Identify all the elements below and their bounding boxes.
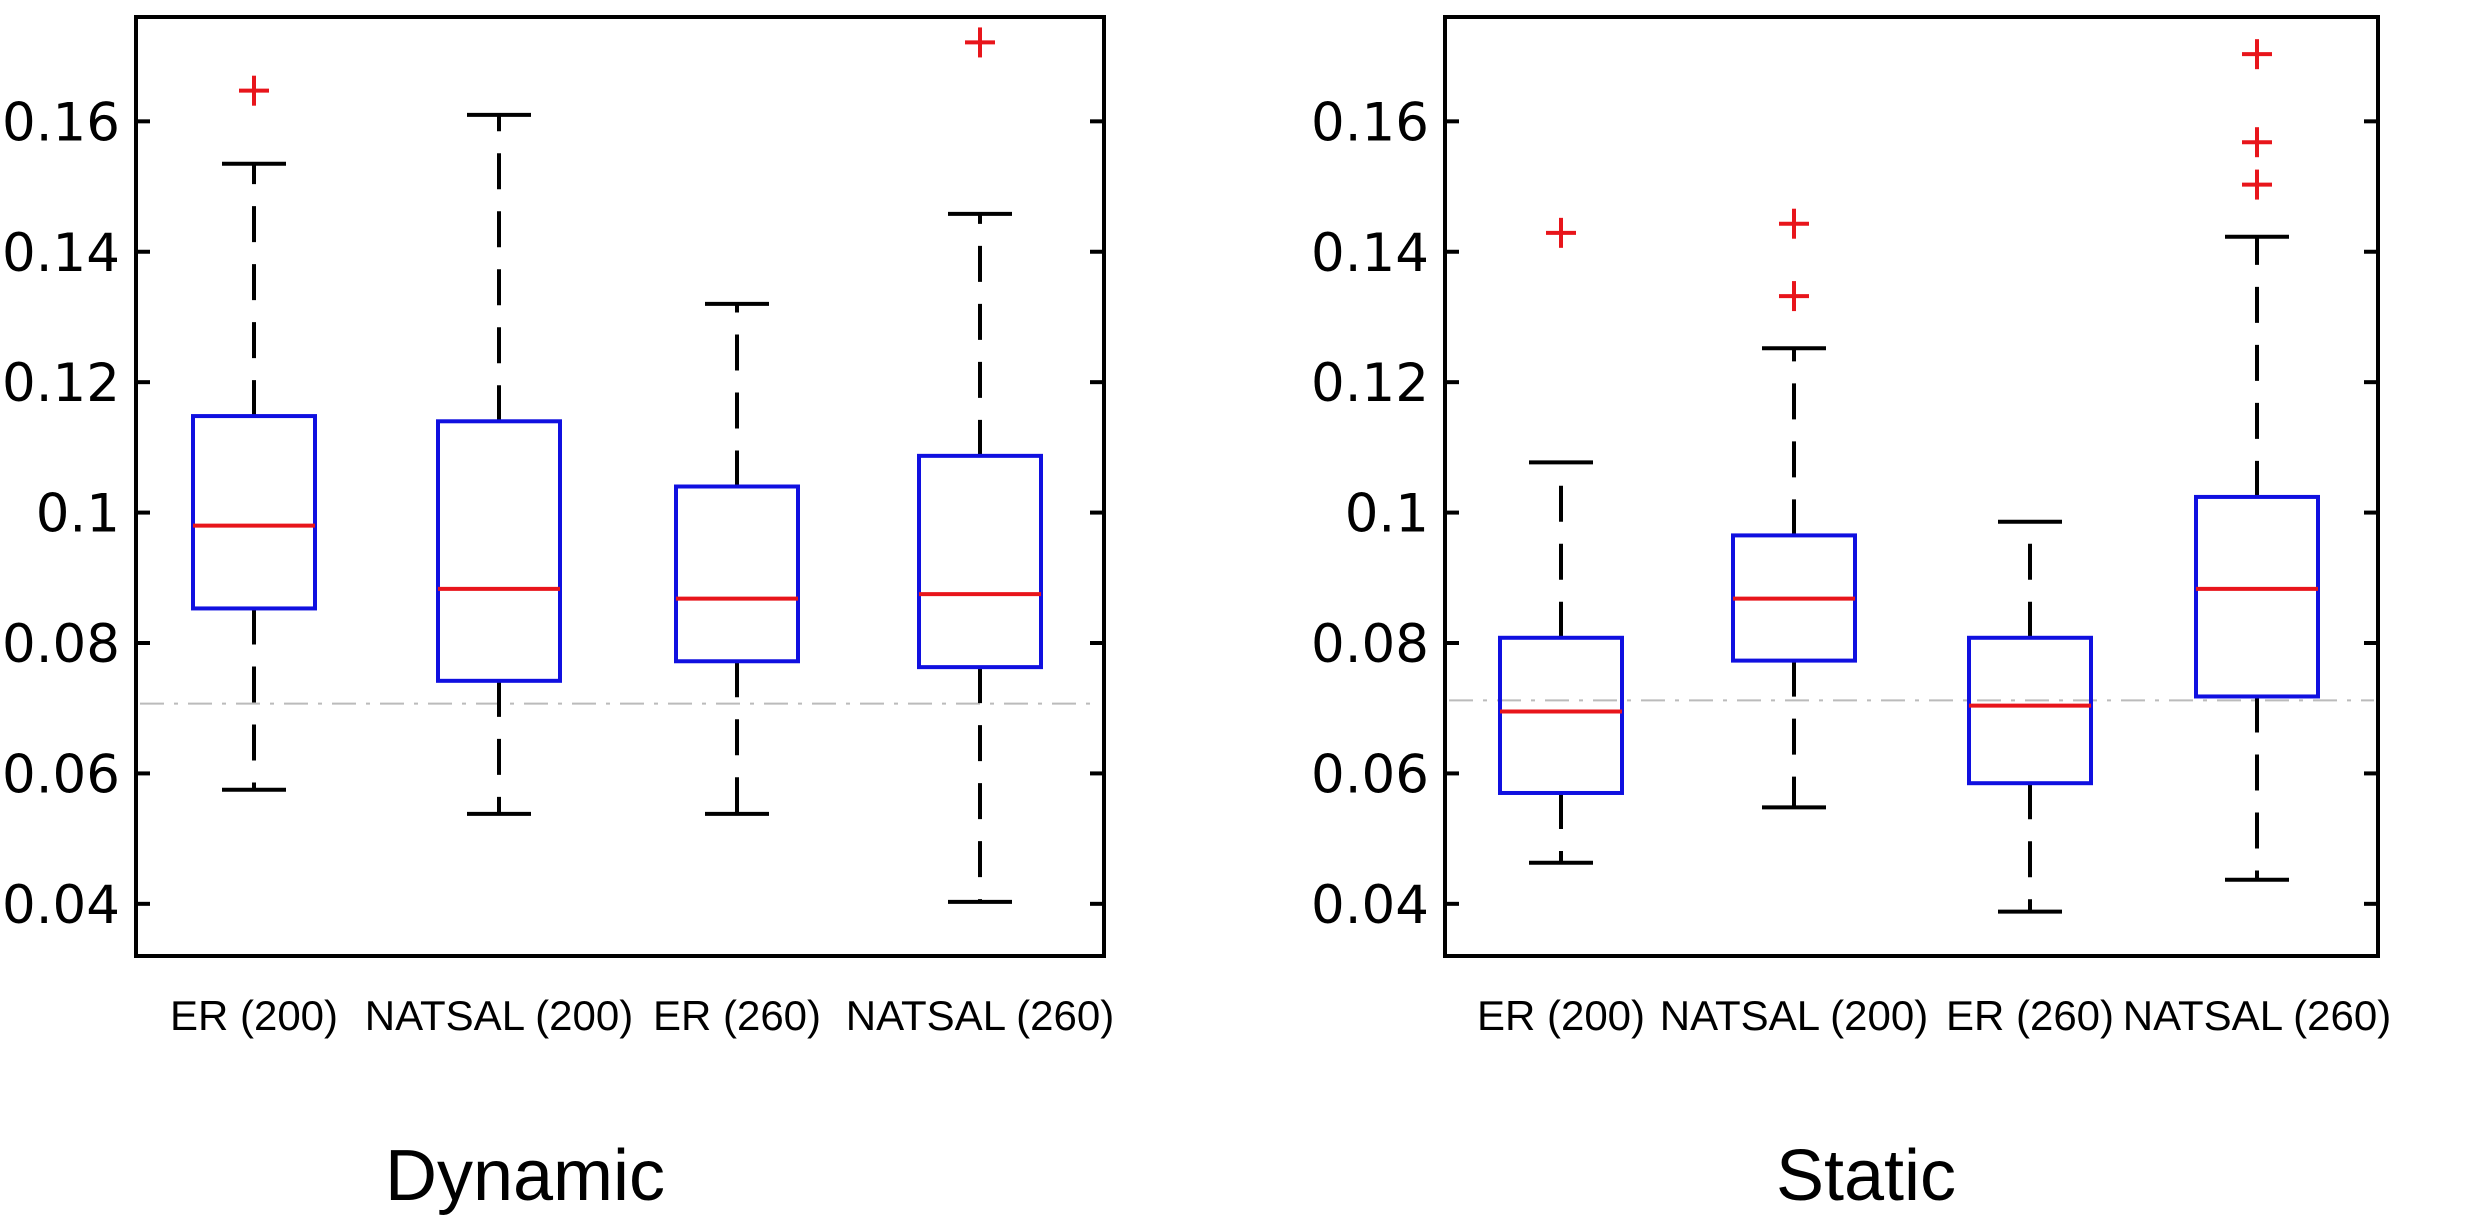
box-group [674, 301, 800, 816]
axes-frame [134, 15, 1106, 958]
outlier-marker [2242, 127, 2272, 158]
box [436, 419, 562, 683]
box-group [2194, 39, 2320, 882]
outlier-marker [1546, 217, 1576, 248]
box [674, 484, 800, 664]
y-tick-label: 0.04 [2, 875, 120, 936]
category-label: NATSAL (260) [2123, 992, 2391, 1039]
outlier-marker [1779, 281, 1809, 312]
box [1967, 635, 2093, 786]
y-tick-label: 0.1 [36, 484, 120, 545]
y-tick-label: 0.08 [1311, 614, 1429, 675]
y-tick-label: 0.14 [2, 223, 120, 284]
y-tick-label: 0.14 [1311, 223, 1429, 284]
y-tick-label: 0.16 [2, 92, 120, 153]
y-tick-label: 0.04 [1311, 875, 1429, 936]
axes-frame [1443, 15, 2380, 958]
box-group [917, 27, 1043, 904]
box-group [1498, 217, 1624, 865]
y-tick-label: 0.06 [1311, 744, 1429, 805]
outlier-marker [2242, 39, 2272, 70]
category-label: NATSAL (260) [846, 992, 1114, 1039]
y-tick-label: 0.1 [1345, 484, 1429, 545]
box-group [1731, 208, 1857, 810]
category-label: ER (260) [653, 992, 821, 1039]
category-label: ER (200) [170, 992, 338, 1039]
chart-title: Static [1776, 1136, 1956, 1216]
category-label: ER (260) [1946, 992, 2114, 1039]
chart-panel-dynamic: 0.04 0.06 0.08 0.1 0.12 0.14 0.16 ER (200) NATSA… [2, 15, 1114, 1216]
box [917, 453, 1043, 670]
category-label: NATSAL (200) [365, 992, 633, 1039]
category-label: NATSAL (200) [1660, 992, 1928, 1039]
box-group [191, 75, 317, 792]
y-tick-label: 0.12 [2, 353, 120, 414]
box-group [1967, 519, 2093, 914]
box [2194, 494, 2320, 699]
y-tick-label: 0.06 [2, 744, 120, 805]
chart-title: Dynamic [385, 1136, 665, 1216]
y-tick-label: 0.08 [2, 614, 120, 675]
outlier-marker [1779, 208, 1809, 239]
category-label: ER (200) [1477, 992, 1645, 1039]
box-group [436, 112, 562, 816]
outlier-marker [965, 27, 995, 58]
chart-panel-static: 0.04 0.06 0.08 0.1 0.12 0.14 0.16 ER (200) NATSA… [1311, 15, 2391, 1216]
y-tick-label: 0.16 [1311, 92, 1429, 153]
box [191, 414, 317, 611]
outlier-marker [2242, 169, 2272, 200]
box [1498, 635, 1624, 795]
outlier-marker [239, 75, 269, 106]
y-tick-label: 0.12 [1311, 353, 1429, 414]
